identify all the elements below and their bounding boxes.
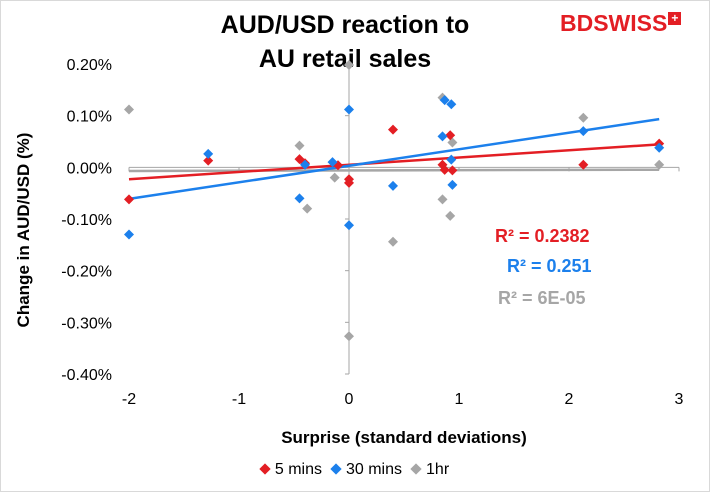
data-point-1hr [344, 60, 354, 71]
data-point-5-mins [439, 164, 450, 175]
x-tick-label: 3 [675, 391, 684, 408]
legend-item-1hr: 1hr [410, 461, 450, 479]
data-point-30-mins [203, 148, 214, 159]
trendline-1hr [128, 168, 660, 173]
y-tick-label: -0.30% [61, 315, 112, 332]
data-point-30-mins [327, 157, 338, 168]
data-point-30-mins [437, 131, 448, 142]
data-point-1hr [344, 331, 354, 342]
data-point-5-mins [447, 165, 458, 176]
data-point-30-mins [654, 142, 665, 153]
logo-plus-icon: + [668, 12, 682, 25]
data-point-5-mins [388, 124, 398, 135]
x-axis-label: Surprise (standard deviations) [281, 428, 527, 447]
data-point-1hr [124, 104, 134, 115]
trendline-30-mins [128, 117, 660, 201]
y-tick-label: 0.00% [67, 160, 112, 177]
data-point-1hr [329, 172, 340, 183]
data-point-30-mins [344, 104, 354, 115]
data-point-30-mins [439, 95, 450, 106]
logo-text: BDSWISS [560, 10, 668, 36]
y-tick-label: 0.10% [67, 109, 112, 126]
data-point-5-mins [124, 194, 134, 205]
data-point-1hr [578, 112, 589, 123]
data-point-30-mins [578, 126, 589, 137]
x-tick-label: -1 [232, 391, 246, 408]
data-point-1hr [388, 236, 398, 247]
data-point-30-mins [300, 159, 310, 170]
r2-label-5-mins: R² = 0.2382 [495, 226, 590, 246]
data-point-30-mins [344, 220, 354, 231]
legend-marker-icon [259, 463, 271, 475]
legend-marker-icon [410, 463, 422, 475]
legend-label: 5 mins [274, 461, 322, 478]
legend-label: 1hr [426, 461, 450, 478]
x-tick-label: -2 [122, 391, 136, 408]
data-point-5-mins [203, 155, 214, 166]
data-point-30-mins [388, 180, 398, 191]
chart-title-line-2: AU retail sales [258, 45, 432, 73]
r2-label-30-mins: R² = 0.251 [507, 256, 592, 276]
data-point-30-mins [446, 99, 457, 110]
chart-title-line-1: AUD/USD reaction to [220, 11, 470, 39]
legend: 5 mins 30 mins 1hr [0, 461, 710, 479]
data-point-5-mins [445, 130, 456, 141]
x-tick-label: 0 [345, 391, 354, 408]
trendline-5-mins [128, 143, 660, 181]
legend-marker-icon [330, 463, 342, 475]
y-tick-label: 0.20% [67, 57, 112, 74]
r2-label-1hr: R² = 6E-05 [498, 288, 586, 308]
y-tick-label: -0.10% [61, 212, 112, 229]
data-point-1hr [447, 137, 458, 148]
data-point-30-mins [294, 193, 305, 204]
legend-label: 30 mins [345, 461, 403, 478]
data-point-30-mins [124, 229, 134, 240]
bdswiss-logo: BDSWISS + [560, 10, 682, 37]
x-tick-label: 2 [565, 391, 574, 408]
data-point-1hr [294, 140, 305, 151]
legend-item-5-mins: 5 mins [259, 461, 322, 479]
data-point-5-mins [578, 159, 589, 170]
y-tick-label: -0.40% [61, 367, 112, 384]
data-point-1hr [302, 203, 313, 214]
data-point-30-mins [446, 154, 457, 165]
data-point-1hr [654, 159, 665, 170]
y-tick-label: -0.20% [61, 264, 112, 281]
x-tick-label: 1 [455, 391, 464, 408]
data-point-5-mins [344, 177, 354, 188]
chart-title: AUD/USD reaction to AU retail sales [150, 8, 540, 76]
legend-item-30-mins: 30 mins [330, 461, 403, 479]
data-point-30-mins [447, 179, 458, 190]
data-point-1hr [437, 194, 448, 205]
data-point-1hr [445, 210, 456, 221]
